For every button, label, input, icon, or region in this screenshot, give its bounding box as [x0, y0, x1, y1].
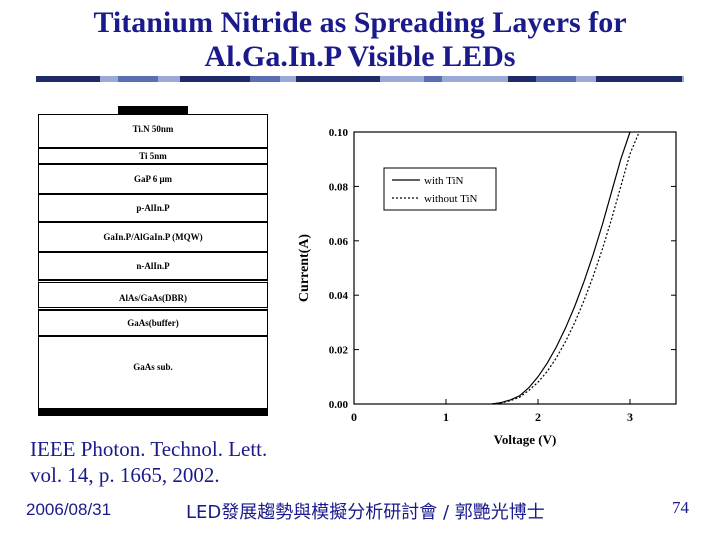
series-line-with-tin — [491, 131, 631, 405]
title-bar-segment — [158, 76, 180, 82]
x-tick-label: 0 — [351, 410, 357, 424]
title-bar-segment — [36, 76, 100, 82]
bottom-contact — [38, 408, 268, 416]
led-structure-diagram: Ti.N 50nm Ti 5nm GaP 6 μm p-AlIn.P GaIn.… — [38, 106, 268, 416]
reference-line-2: vol. 14, p. 1665, 2002. — [30, 463, 220, 487]
footer-date: 2006/08/31 — [26, 500, 112, 519]
layer-dbr: AlAs/GaAs(DBR) — [38, 280, 268, 310]
title-bar-segment — [576, 76, 596, 82]
title-bar-segment — [100, 76, 118, 82]
title-bar-segment — [656, 76, 682, 82]
title-bar-segment — [296, 76, 356, 82]
title-bar-segment — [280, 76, 296, 82]
y-tick-label: 0.04 — [329, 290, 349, 302]
footer-event: LED發展趨勢與模擬分析研討會 / 郭艷光博士 — [186, 502, 545, 523]
title-bar-segment — [180, 76, 250, 82]
title-bar-segment — [508, 76, 536, 82]
y-tick-label: 0.10 — [329, 127, 349, 139]
layer-tin: Ti.N 50nm — [38, 114, 268, 148]
legend-label: with TiN — [424, 175, 463, 187]
iv-chart: 0.00 0.02 0.04 0.06 0.08 0.10 0 1 2 3 Voltage (V) C… — [297, 127, 677, 447]
y-tick-label: 0.08 — [329, 181, 349, 193]
title-bar-segment — [424, 76, 442, 82]
y-tick-label: 0.02 — [329, 345, 349, 357]
y-axis-label: Current(A) — [297, 234, 312, 303]
x-axis-label: Voltage (V) — [494, 432, 557, 447]
title-underline-bar — [36, 76, 684, 82]
layer-ti: Ti 5nm — [38, 148, 268, 164]
title-bar-segment — [380, 76, 424, 82]
reference-citation: IEEE Photon. Technol. Lett. vol. 14, p. … — [30, 436, 267, 488]
title-bar-segment — [118, 76, 158, 82]
title-line-1: Titanium Nitride as Spreading Layers for — [93, 6, 627, 39]
y-tick-label: 0.06 — [329, 236, 349, 248]
layer-p-alinp: p-AlIn.P — [38, 194, 268, 222]
layer-gap: GaP 6 μm — [38, 164, 268, 194]
title-bar-segment — [536, 76, 576, 82]
title-line-2: Al.Ga.In.P Visible LEDs — [204, 40, 516, 73]
legend-label: without TiN — [424, 193, 478, 205]
x-tick-label: 3 — [627, 410, 633, 424]
title-bar-segment — [596, 76, 656, 82]
legend-box — [383, 167, 497, 211]
layer-substrate: GaAs sub. — [38, 336, 268, 410]
layer-mqw: GaIn.P/AlGaIn.P (MQW) — [38, 222, 268, 252]
title-bar-segment — [250, 76, 280, 82]
slide-title: Titanium Nitride as Spreading Layers for… — [0, 6, 720, 74]
page-number: 74 — [672, 498, 689, 517]
plot-frame — [353, 131, 677, 405]
y-tick-label: 0.00 — [329, 399, 349, 411]
top-contact — [118, 106, 188, 114]
title-bar-segment — [442, 76, 508, 82]
layer-buffer: GaAs(buffer) — [38, 310, 268, 336]
title-bar-segment — [356, 76, 380, 82]
layer-n-alinp: n-AlIn.P — [38, 252, 268, 280]
title-bar-segment — [682, 76, 684, 82]
x-tick-label: 2 — [535, 410, 541, 424]
x-tick-label: 1 — [443, 410, 449, 424]
reference-line-1: IEEE Photon. Technol. Lett. — [30, 437, 268, 461]
series-line-without-tin — [491, 131, 640, 405]
